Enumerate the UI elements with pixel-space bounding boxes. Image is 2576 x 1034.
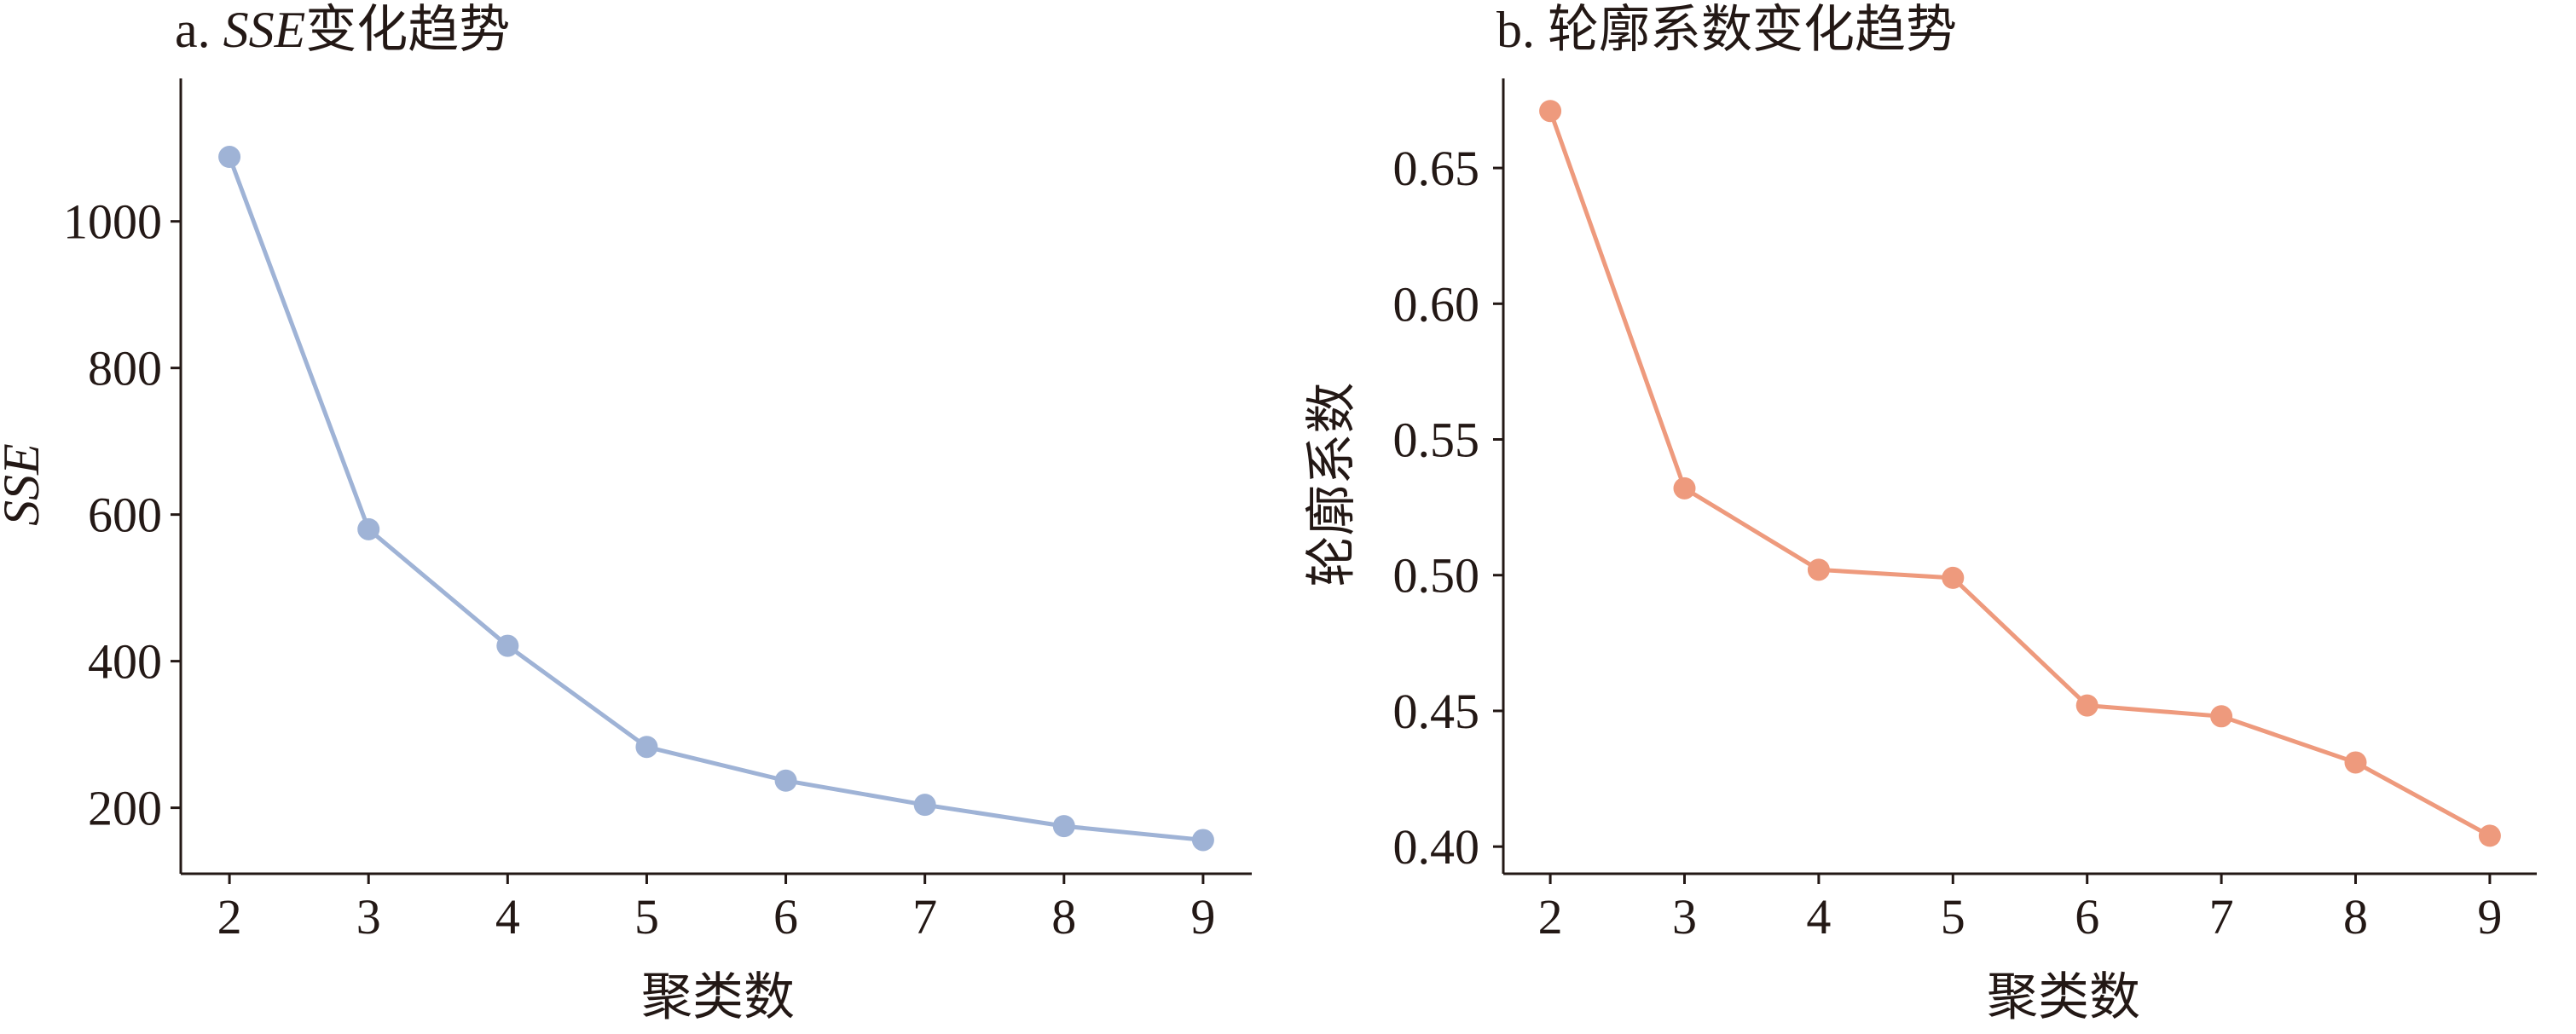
panel-b-silhouette: b. 轮廓系数变化趋势 0.40 0.45 0.50 0.55 0.60 0.65 2 3 4 5 6… (1304, 2, 2537, 1025)
x-tick-label: 8 (2343, 889, 2368, 944)
y-tick-label: 0.65 (1393, 141, 1480, 196)
data-point (913, 794, 936, 817)
data-point (2210, 705, 2233, 728)
y-tick-label: 400 (88, 634, 162, 690)
data-point (1673, 477, 1696, 500)
x-tick-label: 3 (1672, 889, 1697, 944)
y-tick-label: 0.60 (1393, 276, 1480, 332)
x-axis-label: 聚类数 (1987, 969, 2140, 1025)
data-point (1539, 100, 1562, 123)
data-point (1191, 829, 1214, 852)
panel-title: a. SSE变化趋势 (175, 2, 510, 58)
y-tick-label: 0.50 (1393, 548, 1480, 604)
series-line (1548, 110, 2492, 838)
x-tick-label: 5 (1941, 889, 1965, 944)
y-tick-label: 0.45 (1393, 684, 1480, 739)
x-tick-label: 6 (773, 889, 798, 944)
x-tick-label: 4 (495, 889, 520, 944)
y-axis-label: SSE (0, 443, 49, 526)
x-tick-label: 6 (2075, 889, 2099, 944)
data-point (1052, 815, 1075, 838)
x-tick-label: 5 (634, 889, 659, 944)
data-point (635, 736, 658, 759)
x-tick-label: 2 (217, 889, 242, 944)
data-point (1807, 558, 1830, 581)
y-tick-label: 0.40 (1393, 819, 1480, 875)
x-tick-label: 7 (912, 889, 937, 944)
y-tick-label: 0.55 (1393, 413, 1480, 468)
x-tick-label: 2 (1538, 889, 1563, 944)
data-point (2344, 751, 2367, 774)
x-tick-label: 7 (2209, 889, 2234, 944)
y-tick-label: 800 (88, 341, 162, 396)
panel-title-suffix: 轮廓系数变化趋势 (1548, 2, 1957, 58)
series-line (227, 156, 1204, 842)
x-tick-label: 3 (356, 889, 381, 944)
panel-title: b. 轮廓系数变化趋势 (1496, 2, 1957, 58)
panel-title-italic: SSE (223, 2, 306, 58)
x-axis-label: 聚类数 (641, 969, 795, 1025)
data-point (774, 769, 797, 792)
y-tick-label: 200 (88, 781, 162, 836)
data-point (1942, 566, 1965, 589)
panel-title-prefix: a. (175, 2, 223, 58)
panel-title-suffix: 变化趋势 (305, 2, 510, 58)
panel-title-prefix: b. (1496, 2, 1548, 58)
data-point (2478, 824, 2501, 847)
y-tick-label: 1000 (63, 194, 162, 250)
data-point (496, 634, 519, 657)
x-tick-label: 9 (2477, 889, 2502, 944)
data-point (2075, 694, 2098, 717)
x-tick-label: 8 (1051, 889, 1076, 944)
x-tick-label: 4 (1806, 889, 1831, 944)
data-point (218, 146, 241, 169)
data-point (357, 517, 380, 540)
y-tick-label: 600 (88, 488, 162, 543)
y-axis-label: 轮廓系数 (1304, 383, 1360, 587)
x-tick-label: 9 (1190, 889, 1215, 944)
